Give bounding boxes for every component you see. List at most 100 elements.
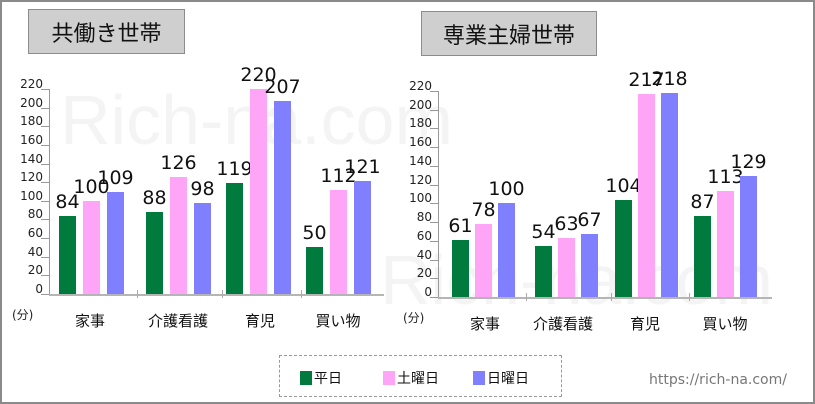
y-tick-mark	[430, 91, 438, 92]
x-category-label: 育児	[244, 312, 275, 330]
y-tick-mark	[430, 278, 438, 280]
y-tick-mark	[41, 275, 49, 277]
x-axis	[49, 294, 384, 296]
bar-value-label: 112	[320, 164, 357, 187]
y-tick-mark	[41, 200, 49, 202]
x-category-label: 介護看護	[532, 315, 593, 333]
bar-value-label: 84	[55, 190, 80, 213]
y-tick-label: 100	[409, 191, 432, 206]
x-category-separator	[611, 293, 612, 301]
bar-value-label: 100	[488, 178, 525, 201]
y-tick-label: 100	[20, 188, 43, 203]
y-tick-label: 20	[27, 263, 43, 278]
bar-value-label: 88	[142, 187, 167, 209]
y-tick-label: 220	[20, 77, 43, 91]
legend-item-saturday: 土曜日	[383, 368, 439, 388]
y-tick-label: 180	[20, 114, 43, 129]
bar-平日	[452, 239, 469, 297]
y-tick-mark	[41, 256, 49, 258]
bar-value-label: 121	[344, 156, 381, 179]
bar-value-label: 67	[577, 209, 602, 232]
y-tick-label: 160	[20, 132, 43, 147]
bar-平日	[694, 215, 711, 297]
legend-label-weekday: 平日	[314, 371, 342, 387]
legend-swatch-weekday	[300, 371, 312, 385]
legend-swatch-sunday	[473, 371, 485, 385]
legend-label-sunday: 日曜日	[487, 371, 529, 387]
y-tick-label: 140	[409, 153, 432, 168]
bar-平日	[306, 247, 323, 294]
y-tick-label: 40	[27, 244, 43, 259]
bar-value-label: 98	[190, 177, 215, 200]
y-tick-mark	[41, 238, 49, 240]
bar-value-label: 207	[264, 76, 301, 99]
bar-平日	[59, 215, 76, 294]
y-tick-mark	[41, 294, 49, 295]
y-tick-label: 200	[20, 95, 43, 110]
legend: 平日 土曜日 日曜日	[279, 355, 562, 397]
y-tick-label: 0	[424, 285, 432, 299]
bar-value-label: 61	[448, 214, 473, 237]
y-tick-mark	[430, 128, 438, 130]
bar-日曜日	[498, 203, 515, 297]
y-tick-label: 200	[409, 97, 432, 112]
y-tick-label: 20	[416, 266, 432, 281]
y-tick-mark	[41, 219, 49, 221]
y-tick-mark	[430, 297, 438, 298]
bar-日曜日	[581, 234, 598, 297]
bar-value-label: 218	[651, 67, 688, 90]
bar-土曜日	[558, 238, 575, 297]
bar-土曜日	[83, 200, 100, 294]
y-axis	[438, 91, 439, 297]
y-tick-label: 160	[409, 135, 432, 150]
y-tick-mark	[430, 184, 438, 186]
legend-item-weekday: 平日	[300, 368, 342, 388]
left-unit-label: (分)	[12, 308, 34, 322]
x-category-separator	[689, 293, 690, 301]
bar-value-label: 100	[73, 175, 110, 198]
bar-日曜日	[274, 101, 291, 294]
x-category-separator	[137, 290, 138, 298]
x-category-label: 買い物	[702, 315, 748, 333]
right-chart-title: 専業主婦世帯	[421, 11, 597, 56]
x-category-label: 介護看護	[147, 312, 208, 330]
y-tick-mark	[41, 89, 49, 90]
x-category-label: 買い物	[315, 312, 361, 330]
bar-value-label: 220	[240, 64, 277, 86]
bar-土曜日	[638, 93, 655, 297]
y-tick-mark	[41, 163, 49, 165]
y-tick-mark	[430, 147, 438, 149]
y-axis	[49, 89, 50, 294]
left-chart-title: 共働き世帯	[28, 9, 185, 54]
bar-value-label: 129	[730, 151, 767, 174]
bar-value-label: 104	[605, 174, 642, 197]
bar-平日	[615, 199, 632, 297]
x-category-label: 家事	[74, 312, 105, 330]
y-tick-label: 120	[409, 172, 432, 187]
bar-土曜日	[250, 89, 267, 294]
bar-日曜日	[354, 181, 371, 294]
y-tick-mark	[41, 126, 49, 128]
y-tick-label: 80	[416, 210, 432, 225]
y-tick-mark	[41, 107, 49, 109]
y-tick-label: 60	[27, 226, 43, 241]
bar-日曜日	[740, 176, 757, 297]
x-axis	[438, 297, 772, 299]
bar-土曜日	[717, 191, 734, 297]
y-tick-label: 180	[409, 116, 432, 131]
bar-value-label: 126	[160, 151, 197, 174]
x-category-separator	[301, 290, 302, 298]
bar-平日	[226, 183, 243, 294]
bar-日曜日	[661, 92, 678, 297]
bar-土曜日	[170, 176, 187, 294]
legend-swatch-saturday	[383, 371, 395, 385]
bar-value-label: 78	[471, 198, 496, 221]
y-tick-mark	[41, 144, 49, 146]
y-tick-label: 140	[20, 151, 43, 166]
y-tick-label: 220	[409, 79, 432, 93]
bar-value-label: 113	[707, 166, 744, 189]
bar-土曜日	[475, 223, 492, 297]
y-tick-label: 60	[416, 228, 432, 243]
bar-value-label: 109	[97, 167, 134, 190]
